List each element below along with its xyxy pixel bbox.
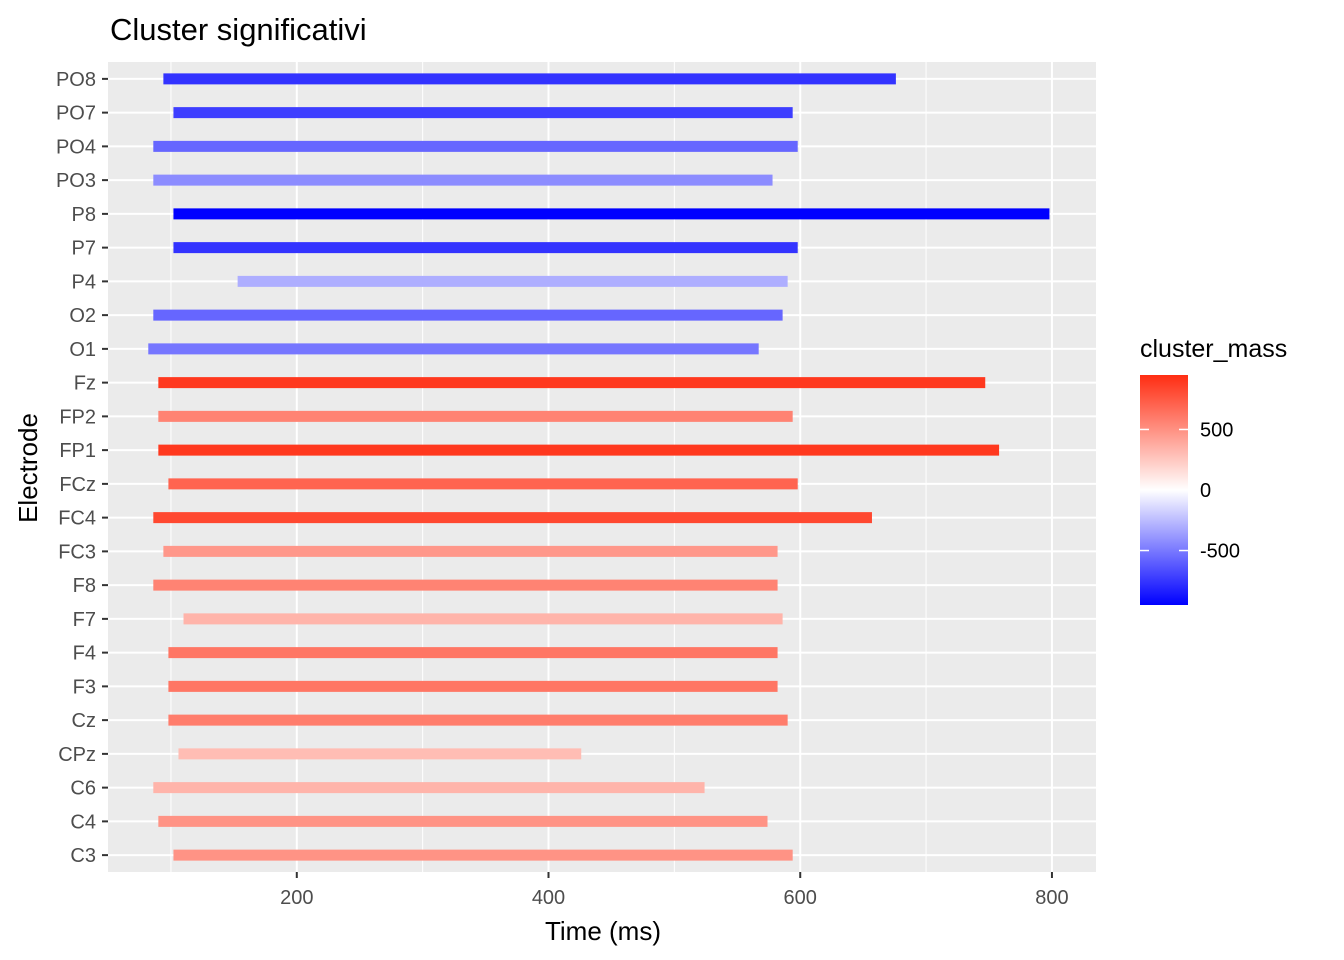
y-tick-label: F8 <box>73 575 96 597</box>
bar-po7 <box>173 107 793 119</box>
bar-f3 <box>168 680 778 692</box>
y-tick-label: PO7 <box>56 103 96 125</box>
bar-c4 <box>158 815 768 827</box>
y-tick-label: Fz <box>74 373 96 395</box>
bars <box>148 73 1050 861</box>
bar-c3 <box>173 849 793 861</box>
plot-panel <box>108 62 1096 872</box>
y-tick-label: FC4 <box>58 508 96 530</box>
bar-fc3 <box>163 545 778 557</box>
y-tick-label: PO4 <box>56 136 96 158</box>
bar-cpz <box>178 748 582 760</box>
colorbar-tick-label: 500 <box>1200 419 1233 441</box>
y-tick-label: F3 <box>73 676 96 698</box>
y-tick-label: O1 <box>69 339 96 361</box>
x-tick-label: 600 <box>784 887 817 909</box>
y-tick-label: CPz <box>58 744 96 766</box>
chart-title: Cluster significativi <box>110 12 367 47</box>
bar-f8 <box>153 579 778 591</box>
y-tick-label: O2 <box>69 305 96 327</box>
bar-fp2 <box>158 410 793 422</box>
bar-o2 <box>153 309 783 321</box>
bar-fcz <box>168 478 798 490</box>
y-tick-label: P4 <box>72 271 96 293</box>
y-tick-label: F4 <box>73 643 96 665</box>
x-axis-title: Time (ms) <box>545 916 661 946</box>
y-tick-label: FCz <box>59 474 96 496</box>
bar-fc4 <box>153 512 872 524</box>
bar-fz <box>158 377 986 389</box>
x-tick-label: 200 <box>280 887 313 909</box>
legend-title: cluster_mass <box>1140 335 1287 363</box>
y-tick-label: C6 <box>70 778 96 800</box>
y-axis-title: Electrode <box>13 413 43 523</box>
legend: cluster_mass 500 0 -500 <box>1140 335 1287 605</box>
bar-f4 <box>168 647 778 659</box>
bar-fp1 <box>158 444 1000 456</box>
colorbar-tick-label: -500 <box>1200 541 1240 563</box>
bar-po4 <box>153 140 798 152</box>
bar-po3 <box>153 174 773 186</box>
bar-c6 <box>153 782 705 794</box>
y-tick-label: F7 <box>73 609 96 631</box>
bar-p7 <box>173 242 798 254</box>
x-axis: 200 400 600 800 <box>280 872 1069 909</box>
grid-minor <box>170 62 927 872</box>
y-tick-label: P7 <box>72 238 96 260</box>
x-tick-label: 400 <box>532 887 565 909</box>
y-tick-label: C4 <box>70 811 96 833</box>
bar-po8 <box>163 73 896 85</box>
y-tick-label: PO8 <box>56 69 96 91</box>
y-tick-label: FP2 <box>59 406 96 428</box>
y-tick-label: Cz <box>72 710 96 732</box>
bar-cz <box>168 714 788 726</box>
y-tick-label: PO3 <box>56 170 96 192</box>
x-tick-label: 800 <box>1035 887 1068 909</box>
colorbar-tick-label: 0 <box>1200 480 1211 502</box>
y-tick-label: P8 <box>72 204 96 226</box>
bar-f7 <box>183 613 783 625</box>
y-tick-label: C3 <box>70 845 96 867</box>
y-axis: PO8 PO7 PO4 PO3 P8 P7 P4 O2 O1 Fz FP2 FP1 FCz FC4 FC3 F… <box>56 69 108 867</box>
colorbar-ticks: 500 0 -500 <box>1140 419 1240 563</box>
bar-p8 <box>173 208 1050 220</box>
y-tick-label: FP1 <box>59 440 96 462</box>
bar-o1 <box>148 343 759 355</box>
y-tick-label: FC3 <box>58 541 96 563</box>
bar-p4 <box>237 275 788 287</box>
